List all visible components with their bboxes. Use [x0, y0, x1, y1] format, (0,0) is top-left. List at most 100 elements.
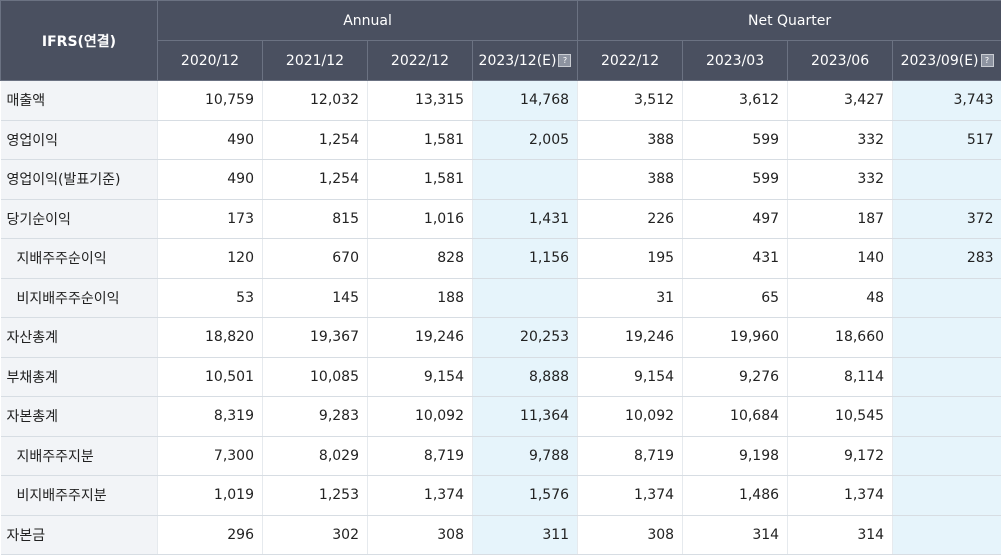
- table-cell: 9,154: [578, 357, 683, 397]
- table-cell: 18,660: [788, 318, 893, 358]
- table-cell: 19,246: [368, 318, 473, 358]
- table-cell: 9,283: [263, 397, 368, 437]
- table-cell: 388: [578, 120, 683, 160]
- table-cell: 1,431: [473, 199, 578, 239]
- row-label: 영업이익(발표기준): [1, 160, 158, 200]
- table-cell: 19,960: [683, 318, 788, 358]
- table-cell: 1,581: [368, 120, 473, 160]
- table-cell: 187: [788, 199, 893, 239]
- table-cell: 1,156: [473, 239, 578, 279]
- table-cell: 314: [683, 515, 788, 555]
- table-cell: 308: [578, 515, 683, 555]
- table-cell: 490: [158, 120, 263, 160]
- table-cell: 3,427: [788, 81, 893, 121]
- column-header-label: 2023/09(E): [901, 53, 979, 69]
- column-header: 2022/12: [368, 41, 473, 81]
- table-cell: [893, 357, 1001, 397]
- table-cell: 13,315: [368, 81, 473, 121]
- help-icon[interactable]: ?: [558, 54, 571, 67]
- table-cell: 226: [578, 199, 683, 239]
- table-cell: [893, 515, 1001, 555]
- table-cell: [893, 160, 1001, 200]
- table-cell: 8,719: [368, 436, 473, 476]
- table-cell: 10,759: [158, 81, 263, 121]
- table-cell: 31: [578, 278, 683, 318]
- column-header: 2023/06: [788, 41, 893, 81]
- table-cell: 815: [263, 199, 368, 239]
- table-cell: 9,788: [473, 436, 578, 476]
- table-cell: 283: [893, 239, 1001, 279]
- column-header-estimate: 2023/12(E)?: [473, 41, 578, 81]
- row-label: 영업이익: [1, 120, 158, 160]
- table-cell: 53: [158, 278, 263, 318]
- row-label: 비지배주주지분: [1, 476, 158, 516]
- table-cell: 11,364: [473, 397, 578, 437]
- table-cell: 188: [368, 278, 473, 318]
- table-cell: 1,254: [263, 160, 368, 200]
- table-cell: [893, 436, 1001, 476]
- table-cell: 10,085: [263, 357, 368, 397]
- table-cell: 8,029: [263, 436, 368, 476]
- table-cell: 10,092: [368, 397, 473, 437]
- table-cell: 296: [158, 515, 263, 555]
- table-cell: 3,743: [893, 81, 1001, 121]
- table-cell: 1,486: [683, 476, 788, 516]
- row-label: 자본금: [1, 515, 158, 555]
- table-cell: 140: [788, 239, 893, 279]
- table-cell: 18,820: [158, 318, 263, 358]
- table-cell: 173: [158, 199, 263, 239]
- table-cell: 828: [368, 239, 473, 279]
- table-cell: 9,172: [788, 436, 893, 476]
- table-cell: [893, 278, 1001, 318]
- table-cell: 1,581: [368, 160, 473, 200]
- table-cell: 1,374: [578, 476, 683, 516]
- table-cell: [473, 160, 578, 200]
- table-cell: [473, 278, 578, 318]
- table-cell: 497: [683, 199, 788, 239]
- table-cell: 19,246: [578, 318, 683, 358]
- table-cell: 8,114: [788, 357, 893, 397]
- quarter-header: Net Quarter: [578, 1, 1001, 41]
- table-cell: 314: [788, 515, 893, 555]
- table-cell: 599: [683, 120, 788, 160]
- table-cell: 7,300: [158, 436, 263, 476]
- table-cell: 20,253: [473, 318, 578, 358]
- column-header: 2023/03: [683, 41, 788, 81]
- column-header: 2020/12: [158, 41, 263, 81]
- table-cell: 311: [473, 515, 578, 555]
- table-cell: 120: [158, 239, 263, 279]
- row-label: 당기순이익: [1, 199, 158, 239]
- table-cell: 65: [683, 278, 788, 318]
- table-cell: 195: [578, 239, 683, 279]
- table-cell: 3,612: [683, 81, 788, 121]
- row-label: 매출액: [1, 81, 158, 121]
- table-cell: 10,684: [683, 397, 788, 437]
- help-icon[interactable]: ?: [981, 54, 994, 67]
- table-cell: 12,032: [263, 81, 368, 121]
- table-cell: 1,576: [473, 476, 578, 516]
- annual-header: Annual: [158, 1, 578, 41]
- table-cell: 517: [893, 120, 1001, 160]
- table-cell: 372: [893, 199, 1001, 239]
- table-cell: 9,198: [683, 436, 788, 476]
- table-cell: 9,276: [683, 357, 788, 397]
- table-cell: 599: [683, 160, 788, 200]
- table-cell: [893, 397, 1001, 437]
- row-label: 부채총계: [1, 357, 158, 397]
- table-cell: 9,154: [368, 357, 473, 397]
- table-cell: 14,768: [473, 81, 578, 121]
- table-cell: [893, 476, 1001, 516]
- corner-header: IFRS(연결): [1, 1, 158, 81]
- row-label: 자산총계: [1, 318, 158, 358]
- table-cell: 1,374: [788, 476, 893, 516]
- table-cell: 48: [788, 278, 893, 318]
